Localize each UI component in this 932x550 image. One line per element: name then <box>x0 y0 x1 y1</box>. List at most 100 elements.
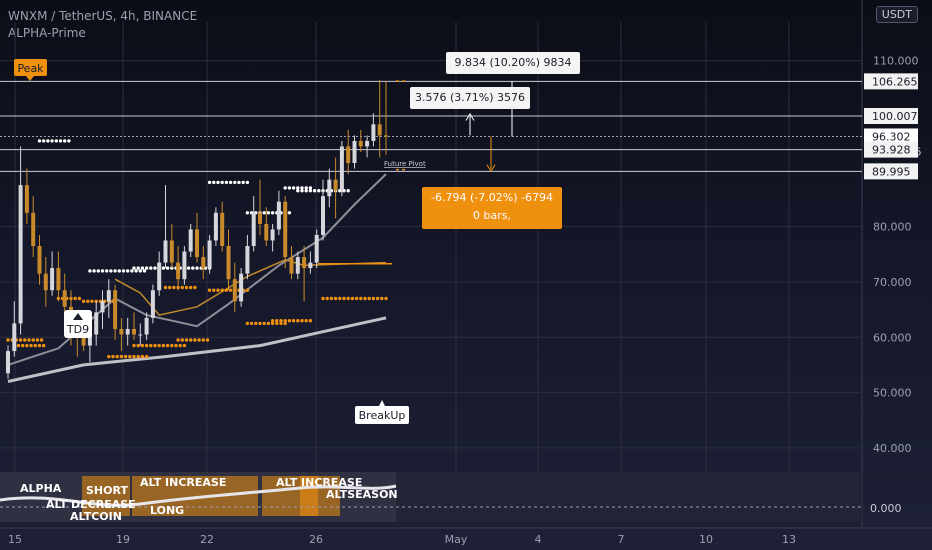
signal-dot <box>216 288 220 292</box>
signal-dot <box>180 285 184 290</box>
candle-body <box>169 240 174 263</box>
candle-body <box>308 262 313 269</box>
signal-dot <box>130 269 134 273</box>
signal-dot <box>39 338 44 342</box>
candle-body <box>94 312 99 335</box>
signal-dot <box>184 338 189 342</box>
signal-dot <box>126 269 130 273</box>
signal-dot <box>86 299 90 303</box>
candle-body <box>188 229 193 252</box>
candle-body <box>144 317 149 335</box>
signal-dot <box>270 211 275 215</box>
signal-dot <box>165 266 170 270</box>
x-tick-label: 22 <box>200 533 214 546</box>
td9-arrow-icon <box>73 313 83 320</box>
signal-dot <box>224 288 229 292</box>
future-pivot-label: Future Pivot <box>384 160 426 168</box>
price-tag-text: 89.995 <box>872 165 911 178</box>
signal-dot <box>296 186 300 190</box>
breakup-badge <box>355 406 409 424</box>
signal-dot <box>287 186 292 190</box>
signal-dot <box>132 266 136 270</box>
signal-dot <box>132 343 136 348</box>
oscillator-label: ALTCOIN <box>70 510 122 523</box>
candle-body <box>289 257 294 274</box>
currency-badge[interactable]: USDT <box>875 6 918 23</box>
candle-body <box>270 229 275 241</box>
candle-body <box>50 268 55 291</box>
ma-slow-line <box>7 316 387 383</box>
candle-body <box>195 229 199 258</box>
price-tag-text: 106.265 <box>872 75 918 88</box>
symbol-title[interactable]: WNXM / TetherUS, 4h, BINANCE <box>8 9 198 23</box>
signal-dot <box>50 139 54 143</box>
signal-dot <box>18 338 23 342</box>
candle-body <box>125 328 130 335</box>
signal-dot <box>77 296 82 301</box>
candle-body <box>207 240 212 269</box>
signal-dot <box>107 354 111 359</box>
candle-body <box>176 262 181 280</box>
candle-body <box>251 212 256 246</box>
signal-dot <box>21 343 25 348</box>
oscillator-label: ALT INCREASE <box>140 476 226 489</box>
signal-dot <box>27 338 31 342</box>
candle-body <box>6 351 10 374</box>
signal-dot <box>317 189 321 193</box>
signal-dot <box>220 180 224 185</box>
x-tick-label: May <box>445 533 468 546</box>
signal-dot <box>197 338 201 342</box>
candle-body <box>371 124 376 141</box>
oscillator-label: ALTSEASON <box>326 488 398 501</box>
candle-body <box>245 246 250 274</box>
signal-dot <box>193 338 197 342</box>
signal-dot <box>359 296 363 301</box>
candle-body <box>62 290 67 307</box>
signal-dot <box>291 319 296 323</box>
signal-dot <box>172 285 176 290</box>
candle-body <box>321 196 325 235</box>
price-tag-box <box>864 141 918 158</box>
signal-dot <box>275 321 279 326</box>
signal-dot <box>233 180 237 185</box>
price-tag-text: 93.928 <box>872 144 911 157</box>
measure-mid-label-box <box>410 87 530 109</box>
measure-down-label-text: 0 bars, <box>473 209 511 222</box>
signal-dot <box>46 139 50 143</box>
signal-dot <box>31 338 35 342</box>
peak-badge-pointer <box>26 76 34 81</box>
oscillator-label: ALPHA <box>20 482 62 495</box>
candle-body <box>239 273 244 302</box>
signal-dot <box>170 343 174 348</box>
y-tick-label: 60.000 <box>873 331 912 344</box>
candle-body <box>157 262 162 291</box>
signal-dot <box>312 189 317 193</box>
x-tick-label: 13 <box>782 533 796 546</box>
signal-dot <box>262 321 266 326</box>
signal-dot <box>350 296 355 301</box>
signal-dot <box>140 354 145 359</box>
signal-dot <box>58 139 63 143</box>
signal-dot <box>149 266 153 270</box>
candle-body <box>24 185 29 213</box>
signal-dot <box>228 288 233 292</box>
candle-body <box>258 212 262 224</box>
price-tag-box <box>864 163 918 180</box>
peak-label: Peak <box>17 62 44 75</box>
signal-dot <box>16 343 21 348</box>
signal-dot <box>195 266 199 270</box>
measure-mid-label-text: 3.576 (3.71%) 3576 <box>415 91 525 104</box>
candle-body <box>201 257 206 269</box>
signal-dot <box>140 343 145 348</box>
signal-dot <box>308 319 313 323</box>
price-tag-box <box>864 73 918 90</box>
signal-dot <box>304 186 308 190</box>
signal-dot <box>300 189 304 193</box>
signal-dot <box>168 285 172 290</box>
y-tick-label: 110.000 <box>873 55 919 68</box>
candle-body <box>150 290 155 318</box>
signal-dot <box>193 285 197 290</box>
signal-dot <box>283 321 287 326</box>
indicator-name[interactable]: ALPHA-Prime <box>8 26 86 40</box>
